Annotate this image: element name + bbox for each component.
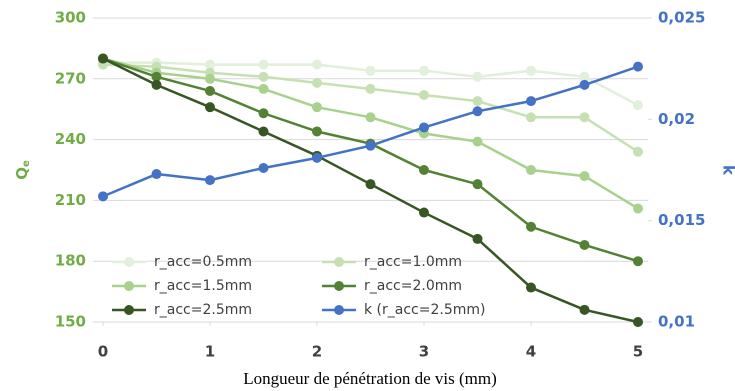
legend-label: r_acc=2.5mm [154,302,252,318]
y2-axis-label: k [720,165,735,176]
y-tick-label: 210 [55,191,86,209]
data-point [526,165,536,175]
data-point [312,77,322,88]
data-point [365,140,376,151]
data-point [419,207,429,218]
data-point [205,85,215,96]
data-point [472,71,483,82]
data-point [258,126,269,137]
legend-marker [124,257,134,267]
data-point [526,112,536,123]
data-point [98,191,108,202]
data-point [419,90,429,101]
data-point [205,102,215,113]
data-point [633,317,643,327]
data-point [419,165,429,175]
data-point [312,59,322,70]
data-point [98,53,108,64]
y-tick-label: 150 [55,313,86,331]
x-tick-label: 0 [98,343,108,361]
data-point [365,65,376,76]
legend-label: r_acc=1.5mm [154,278,252,294]
data-point [419,65,429,76]
y-axis-label-main: Q [13,167,31,180]
data-point [526,282,536,293]
data-point [312,152,322,163]
data-point [151,169,162,180]
data-point [205,175,215,186]
data-point [365,179,376,190]
x-tick-label: 4 [526,343,536,361]
data-point [312,126,322,137]
y-tick-label: 270 [55,69,86,87]
data-point [526,221,536,232]
y2-tick-label: 0,02 [658,110,695,128]
x-tick-label: 3 [419,343,429,361]
legend-marker [124,305,134,315]
data-point [258,162,269,173]
data-point [151,71,162,82]
data-point [205,59,215,70]
data-point [633,100,643,111]
data-point [579,239,590,250]
y-tick-label: 300 [55,9,86,27]
data-point [579,79,590,90]
data-point [633,146,643,157]
legend-label: r_acc=0.5mm [154,254,252,270]
data-point [472,96,483,107]
data-point [205,73,215,84]
data-point [258,71,269,82]
x-tick-label: 2 [312,343,322,361]
data-point [579,112,590,123]
data-point [472,233,483,244]
data-point [579,304,590,315]
x-tick-label: 5 [633,343,643,361]
legend-marker [334,257,344,267]
data-point [472,106,483,117]
y-tick-label: 180 [55,252,86,270]
y2-tick-label: 0,015 [658,211,705,229]
y-tick-label: 240 [55,130,86,148]
legend-marker [124,281,134,291]
data-point [365,83,376,94]
data-point [579,71,590,82]
data-point [526,96,536,107]
data-point [258,83,269,94]
y-axis-label-sub: e [21,160,32,167]
data-point [472,179,483,190]
data-point [633,256,643,267]
data-point [151,79,162,90]
legend-label: r_acc=1.0mm [364,254,462,270]
x-axis-label: Longueur de pénétration de vis (mm) [243,369,497,388]
y-axis-label: Qe [13,160,33,180]
data-point [633,203,643,214]
legend-label: k (r_acc=2.5mm) [364,302,485,318]
legend-marker [334,305,344,315]
legend-marker [334,281,344,291]
data-point [472,136,483,147]
x-tick-label: 1 [205,343,215,361]
data-point [258,59,269,70]
data-point [526,65,536,76]
data-point [633,61,643,72]
data-point [579,171,590,182]
data-point [258,108,269,119]
data-point [312,102,322,113]
legend-label: r_acc=2.0mm [364,278,462,294]
data-point [419,122,429,133]
y2-tick-label: 0,025 [658,9,705,27]
data-point [365,112,376,123]
y2-tick-label: 0,01 [658,313,695,331]
